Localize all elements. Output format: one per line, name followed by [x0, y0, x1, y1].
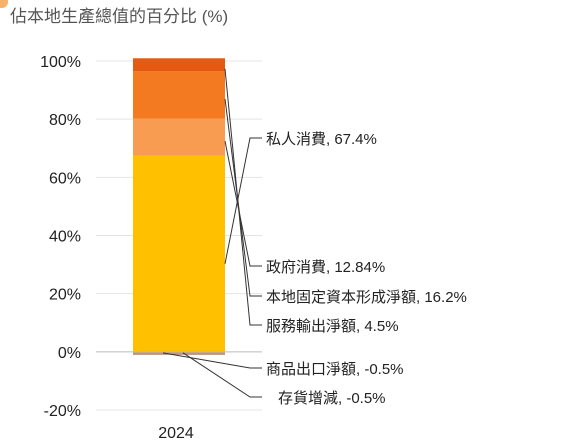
chart-title: 佔本地生產總值的百分比 (%): [10, 7, 229, 26]
bar-segment: [133, 58, 225, 72]
leader-line: [162, 352, 262, 369]
bar-segment: [133, 155, 225, 352]
leader-line: [224, 137, 262, 264]
leader-line: [224, 98, 262, 297]
leader-line: [224, 141, 262, 267]
segment-label: 政府消費, 12.84%: [266, 259, 385, 276]
bar-segments: [133, 58, 225, 355]
y-tick-label: 100%: [40, 54, 81, 71]
bar-segment: [133, 118, 225, 156]
segment-label: 私人消費, 67.4%: [266, 131, 377, 148]
segment-label: 存貨增減, -0.5%: [278, 390, 386, 407]
corner-accent: [0, 0, 8, 8]
x-axis-ticks: 2024: [158, 425, 194, 442]
x-tick-label: 2024: [158, 425, 194, 442]
leader-line: [182, 352, 262, 398]
y-tick-label: 20%: [49, 287, 81, 304]
segment-label: 本地固定資本形成淨額, 16.2%: [266, 289, 467, 306]
y-tick-label: 80%: [49, 112, 81, 129]
segment-labels: 私人消費, 67.4% 政府消費, 12.84% 本地固定資本形成淨額, 16.2%…: [162, 68, 467, 407]
y-tick-label: -20%: [44, 403, 81, 420]
leader-line: [224, 68, 262, 326]
bar-segment: [133, 353, 225, 355]
y-tick-label: 40%: [49, 229, 81, 246]
y-axis-ticks: 100% 80% 60% 40% 20% 0% -20%: [40, 54, 81, 420]
segment-label: 服務輸出淨額, 4.5%: [266, 318, 399, 335]
y-tick-label: 60%: [49, 170, 81, 187]
bar-segment: [133, 71, 225, 119]
bar-segment: [133, 351, 225, 354]
segment-label: 商品出口淨額, -0.5%: [266, 361, 404, 378]
y-tick-label: 0%: [58, 345, 81, 362]
